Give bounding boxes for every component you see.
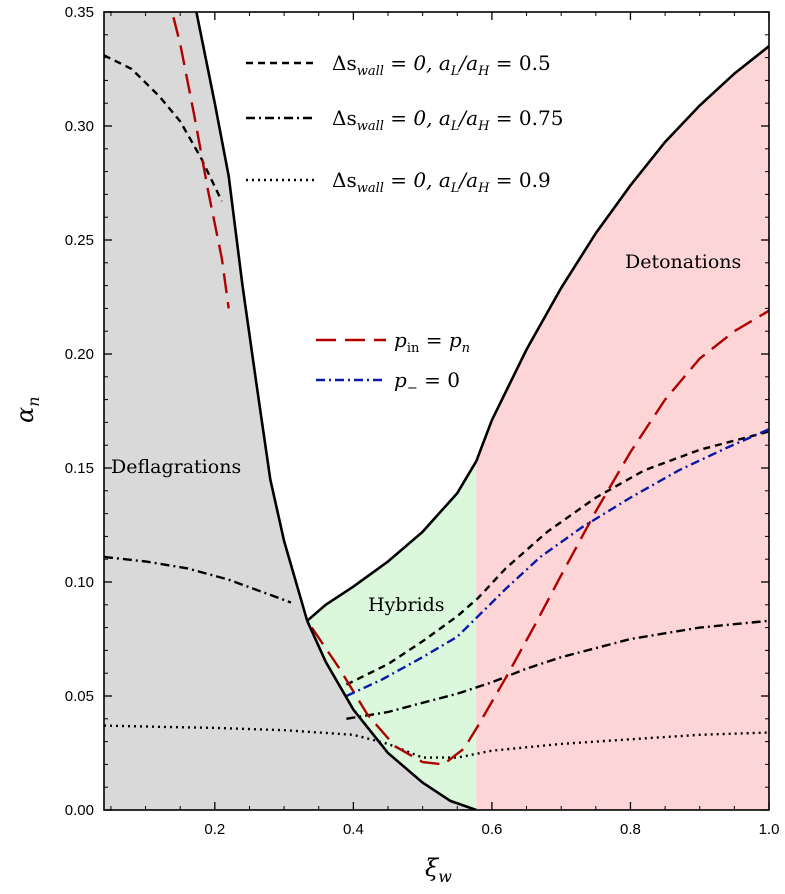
x-tick-label: 0.4 [343,821,364,838]
legend-upper: Δswall = 0, aL/aH = 0.5 Δswall = 0, aL/aH… [246,51,563,196]
boundary-line-2 [475,45,769,462]
x-axis-label-sub: w [438,867,452,886]
y-tick-label: 0.35 [65,4,94,21]
legend-upper-entry: Δswall = 0, aL/aH = 0.75 [332,106,563,134]
series-line-0-segment-1 [345,430,769,686]
x-tick-label: 0.8 [620,821,641,838]
x-tick-label: 0.2 [204,821,225,838]
boundary-line-1 [306,460,478,622]
y-tick-label: 0.20 [65,346,94,363]
series-line-3-segment-1 [310,309,769,766]
series-line-0-segment-0 [104,54,223,202]
plot-frame [103,11,770,811]
y-tick-label: 0.25 [65,232,94,249]
y-axis-label: αn [11,396,43,423]
legend-upper-entry: Δswall = 0, aL/aH = 0.5 [332,51,551,79]
y-axis-label-main: α [11,407,39,423]
y-tick-label: 0.15 [65,460,94,477]
y-axis-label-sub: n [24,396,43,406]
region-detonations [476,46,769,810]
x-axis-label: ξw [425,854,452,886]
y-tick-label: 0.10 [65,574,94,591]
y-tick-label: 0.05 [65,688,94,705]
legend-lower-entry: p− = 0 [394,368,460,396]
series-line-1-segment-1 [346,619,769,720]
region-deflagrations [104,12,477,810]
region-label-detonations: Detonations [625,251,741,273]
region-label-deflagrations: Deflagrations [111,456,241,478]
boundary-curves [195,12,769,810]
boundary-line-0 [195,12,309,622]
region-hybrids [307,461,477,810]
series-line-4-segment-0 [345,428,769,698]
legend-upper-entry: Δswall = 0, aL/aH = 0.9 [332,168,551,196]
legend-lower: pin = pn p− = 0 [316,328,470,396]
x-tick-label: 1.0 [759,821,780,838]
series-line-3-segment-0 [170,12,230,309]
y-tick-label: 0.30 [65,118,94,135]
series-group [104,12,769,766]
boundary-line-3 [306,620,477,810]
ticks: 0.2 0.4 0.6 0.8 1.0 0.00 0.05 0.10 0.15 0.20 0.25 0… [65,4,780,838]
y-tick-label: 0.00 [65,802,94,819]
regions [104,12,769,810]
x-axis-label-main: ξ [425,854,440,882]
region-label-hybrids: Hybrids [368,594,445,616]
legend-lower-entry: pin = pn [394,328,470,356]
x-tick-label: 0.6 [481,821,502,838]
